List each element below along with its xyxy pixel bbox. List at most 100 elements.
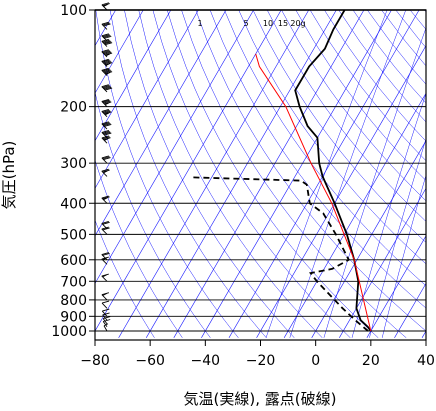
wind-barb-flag (102, 293, 107, 296)
wind-barb-flag (102, 99, 110, 103)
dry-adiabat-line (95, 91, 211, 338)
wind-barb-flag (104, 101, 112, 105)
wind-barb (101, 252, 110, 261)
x-tick-label: −80 (80, 353, 110, 369)
dry-adiabat-line (195, 10, 426, 332)
wind-barb-staff (102, 321, 108, 328)
wind-barb (101, 292, 110, 301)
mixing-ratio-labels: 1 5 10 15 20g (197, 19, 305, 28)
x-tick-label: 0 (311, 353, 320, 369)
wind-barb (102, 319, 111, 328)
wind-barb-flag (101, 226, 109, 230)
wind-barb (101, 226, 110, 235)
wind-barb (101, 33, 112, 42)
wind-barb-staff (102, 318, 108, 325)
wind-barb-flag (103, 110, 111, 114)
mixing-ratio-label: 10 (263, 19, 273, 28)
wind-barb-flag (103, 85, 111, 89)
dry-adiabat-line (281, 10, 426, 202)
isotherm-line (95, 10, 199, 189)
wind-barb-flag (103, 170, 108, 174)
temperature-line (294, 10, 372, 332)
wind-barb-flag (101, 67, 109, 71)
isotherm-line (95, 10, 172, 142)
wind-barb-flag (101, 121, 109, 125)
mixing-ratio-line (323, 27, 426, 338)
wind-barb (101, 135, 111, 144)
mixing-ratio-line (381, 174, 426, 338)
wind-barb-flag (101, 58, 109, 62)
y-tick-label: 300 (60, 156, 87, 172)
dry-adiabat-line (252, 10, 426, 243)
y-tick-label: 500 (60, 227, 87, 243)
wind-barb-flag (104, 52, 113, 56)
wind-barb-flag (104, 138, 109, 141)
wind-barb-flag (102, 136, 110, 140)
dry-adiabat-line (109, 10, 267, 338)
isotherm-line (173, 10, 365, 338)
wind-barb-staff (103, 325, 108, 332)
y-tick-label: 1000 (51, 324, 87, 340)
wind-barb-flag (104, 41, 112, 45)
wind-barb (101, 58, 113, 67)
wind-barb (101, 300, 110, 309)
wind-barb (101, 168, 110, 177)
wind-barb-flag (102, 39, 110, 43)
x-tick-label: 40 (417, 353, 435, 369)
wind-barb-flag (103, 4, 108, 7)
wind-barb-flag (102, 169, 110, 173)
dry-adiabat-line (238, 10, 426, 265)
isotherm-line (366, 235, 426, 338)
wind-barb (101, 2, 110, 11)
mixing-ratio-line (289, 10, 407, 338)
wind-barb-flag (101, 38, 109, 42)
wind-barb-flag (101, 33, 109, 37)
wind-barb-staff (101, 310, 108, 317)
dry-adiabat-line (224, 10, 426, 287)
wind-barb-flag (102, 130, 110, 134)
wind-barb-flag (102, 196, 110, 200)
isotherm-line (311, 140, 426, 338)
wind-barb-flag (103, 100, 111, 104)
x-tick-label: −40 (191, 353, 221, 369)
wind-barb-flag (102, 156, 110, 160)
wind-barb-flag (102, 221, 110, 225)
y-tick-label: 400 (60, 196, 87, 212)
dry-adiabat-line (95, 10, 239, 338)
wind-barb-flag (101, 135, 110, 139)
wind-barb-flag (102, 109, 110, 113)
wind-barb-flag (104, 62, 113, 66)
wind-barb-flag (101, 98, 109, 102)
plot-background (95, 10, 426, 340)
x-axis-title: 気温(実線), 露点(破線) (184, 390, 337, 408)
isotherm-line (118, 10, 310, 338)
wind-barb-flag (102, 68, 110, 72)
wind-barb-flag (102, 274, 107, 278)
y-tick-label: 700 (60, 274, 87, 290)
wind-barb-flag (101, 21, 110, 25)
wind-barbs (101, 2, 113, 332)
wind-barb-flag (105, 72, 111, 75)
wind-barb (101, 38, 113, 47)
wind-barb (101, 195, 110, 204)
dry-adiabat-line (166, 10, 379, 338)
wind-barb-flag (104, 86, 112, 90)
wind-barb-flag (105, 53, 111, 57)
wind-barb-flag (101, 130, 110, 133)
wind-barb-flag (104, 102, 110, 106)
isotherm-line (228, 10, 420, 338)
isotherm-line (145, 10, 337, 338)
wind-barb-flag (101, 220, 109, 224)
wind-barb-flag (104, 71, 113, 75)
mixing-ratio-line (265, 10, 388, 338)
isotherm-line (95, 10, 227, 237)
x-tick-label: −60 (135, 353, 165, 369)
wind-barb-flag (104, 51, 112, 55)
wind-barb-flag (103, 197, 108, 201)
wind-barb (102, 312, 110, 321)
wind-barb-flag (102, 85, 110, 88)
wind-barb (101, 155, 111, 164)
dry-adiabat-line (95, 159, 183, 338)
wind-barb (101, 130, 112, 139)
